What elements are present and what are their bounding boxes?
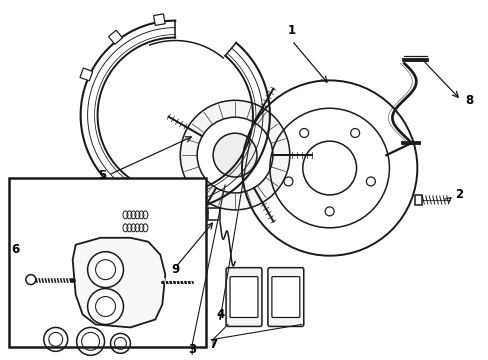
Circle shape <box>197 117 272 193</box>
Bar <box>414 195 422 205</box>
Text: 6: 6 <box>11 243 19 256</box>
Bar <box>80 68 93 81</box>
Circle shape <box>213 133 256 177</box>
FancyBboxPatch shape <box>229 276 258 318</box>
Text: 5: 5 <box>98 168 106 181</box>
Text: 8: 8 <box>464 94 472 107</box>
Bar <box>9 178 206 347</box>
FancyBboxPatch shape <box>225 268 262 327</box>
Circle shape <box>26 275 36 285</box>
Bar <box>108 30 122 44</box>
Circle shape <box>87 252 123 288</box>
Circle shape <box>180 100 289 210</box>
FancyBboxPatch shape <box>271 276 299 318</box>
Text: 2: 2 <box>454 188 462 202</box>
Text: 1: 1 <box>287 24 295 37</box>
Polygon shape <box>73 238 165 328</box>
Bar <box>153 14 165 26</box>
Text: 9: 9 <box>171 263 179 276</box>
Text: 7: 7 <box>209 338 217 351</box>
Circle shape <box>87 289 123 324</box>
Bar <box>208 208 220 220</box>
Text: 3: 3 <box>188 343 196 356</box>
Text: 4: 4 <box>216 308 224 321</box>
FancyBboxPatch shape <box>267 268 303 327</box>
